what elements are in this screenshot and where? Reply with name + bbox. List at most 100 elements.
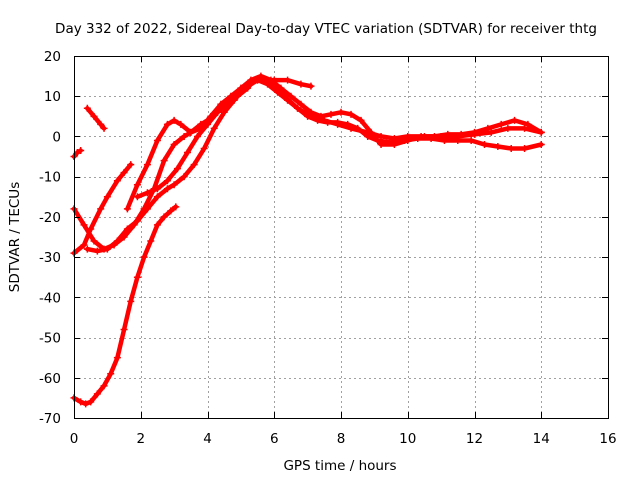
data-point — [484, 124, 492, 132]
data-point — [93, 247, 101, 255]
data-point — [97, 120, 105, 128]
data-point — [197, 124, 205, 132]
data-point — [337, 108, 345, 116]
data-point — [170, 116, 178, 124]
data-point — [82, 400, 90, 408]
data-point — [163, 177, 171, 185]
data-point — [127, 297, 135, 305]
x-axis-label: GPS time / hours — [283, 458, 396, 474]
y-tick-label: -40 — [39, 290, 61, 306]
data-point — [83, 245, 91, 253]
x-tick-label: 6 — [270, 431, 279, 447]
axis-ticks — [74, 56, 609, 419]
data-point — [507, 145, 515, 153]
data-point — [200, 145, 208, 153]
data-point — [481, 140, 489, 148]
grid-lines — [74, 56, 608, 418]
data-point — [93, 390, 101, 398]
data-point — [471, 128, 478, 136]
data-point — [304, 112, 312, 120]
data-point — [257, 72, 265, 80]
data-point — [217, 100, 225, 108]
data-point — [307, 108, 315, 116]
data-point — [334, 118, 342, 126]
data-point — [314, 116, 322, 124]
data-point — [163, 120, 171, 128]
series-sat-b — [71, 162, 133, 256]
x-tick-labels: 0 2 4 6 8 10 12 14 16 — [70, 431, 617, 447]
data-point — [180, 132, 188, 140]
y-tick-label: -50 — [39, 331, 61, 347]
data-point — [107, 370, 115, 378]
data-point — [120, 169, 128, 177]
data-point — [80, 241, 88, 249]
data-point — [97, 205, 105, 213]
data-point — [100, 382, 108, 390]
data-point — [210, 124, 218, 132]
x-tick-label: 16 — [599, 431, 616, 447]
data-point — [277, 84, 285, 92]
data-point — [430, 132, 438, 140]
data-point — [317, 112, 325, 120]
data-point — [133, 273, 141, 281]
data-point — [143, 205, 151, 213]
data-point — [487, 128, 495, 136]
data-point — [494, 143, 502, 150]
data-tracks — [70, 72, 545, 408]
data-point — [90, 112, 98, 120]
data-point — [103, 245, 111, 253]
data-point — [207, 112, 215, 120]
x-tick-label: 14 — [533, 431, 550, 447]
data-point — [274, 88, 282, 96]
data-point — [160, 157, 168, 165]
data-point — [364, 132, 372, 140]
data-point — [177, 120, 185, 128]
data-point — [467, 136, 475, 144]
x-tick-label: 10 — [399, 431, 416, 447]
data-point — [90, 237, 98, 245]
data-point — [183, 149, 191, 157]
y-tick-label: -30 — [39, 250, 61, 266]
data-point — [237, 84, 245, 92]
data-point — [324, 118, 332, 126]
data-point — [354, 124, 362, 132]
y-tick-label: -70 — [39, 411, 61, 427]
data-point — [524, 120, 532, 128]
x-tick-label: 8 — [337, 431, 346, 447]
data-point — [347, 110, 355, 118]
data-point — [170, 140, 178, 148]
y-tick-label: -60 — [39, 371, 61, 387]
data-point — [444, 130, 452, 138]
data-point — [297, 80, 305, 88]
data-point — [440, 136, 448, 144]
data-point — [133, 181, 141, 189]
data-point — [521, 124, 529, 132]
data-point — [357, 116, 365, 124]
data-point — [172, 203, 180, 211]
series-sat-g — [85, 106, 107, 131]
data-point — [143, 161, 151, 169]
data-point — [160, 213, 168, 221]
data-point — [120, 326, 128, 334]
data-point — [344, 120, 352, 128]
data-point — [297, 100, 305, 108]
data-point — [153, 136, 161, 144]
x-tick-label: 2 — [136, 431, 145, 447]
data-point — [80, 221, 88, 229]
data-point — [390, 140, 398, 148]
y-tick-label: -10 — [39, 170, 61, 186]
data-point — [227, 92, 235, 100]
data-point — [127, 161, 135, 169]
data-point — [267, 76, 275, 84]
x-tick-label: 0 — [70, 431, 79, 447]
data-point — [404, 136, 412, 144]
data-point — [123, 205, 131, 213]
y-tick-label: 0 — [52, 129, 61, 145]
data-point — [77, 398, 85, 406]
data-point — [113, 177, 121, 185]
data-point — [173, 165, 181, 173]
data-point — [190, 161, 198, 169]
data-point — [87, 398, 95, 406]
chart-title: Day 332 of 2022, Sidereal Day-to-day VTE… — [55, 21, 597, 37]
